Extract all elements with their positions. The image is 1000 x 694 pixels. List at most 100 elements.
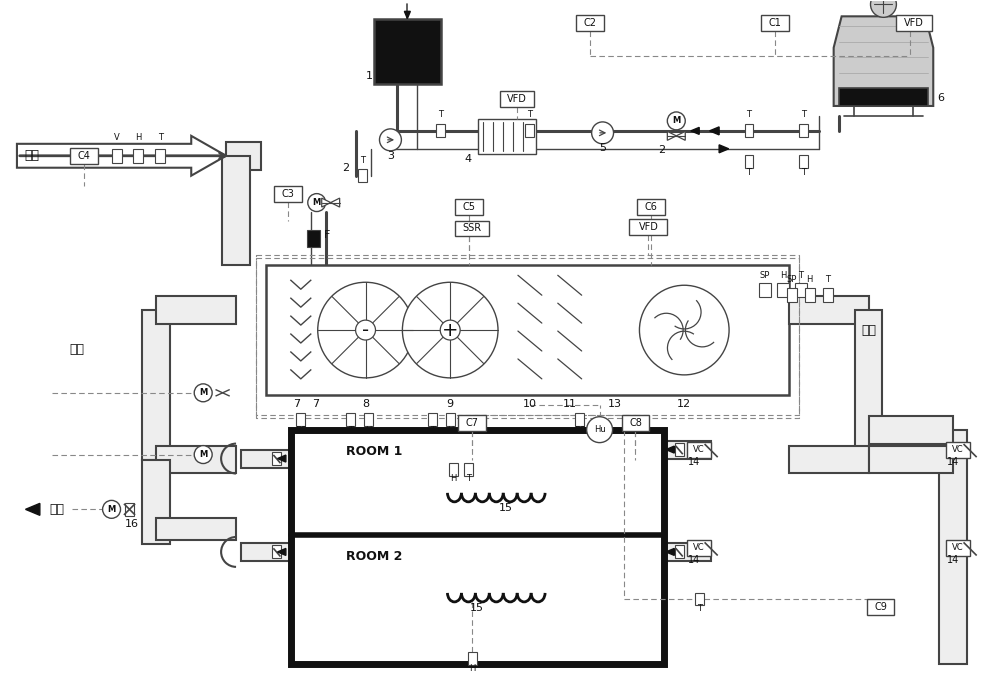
Polygon shape: [322, 198, 331, 207]
Text: 10: 10: [523, 399, 537, 409]
Bar: [939, 430, 967, 663]
Bar: [226, 142, 261, 170]
Text: 3: 3: [387, 151, 394, 161]
Bar: [468, 652, 477, 666]
Text: 2: 2: [658, 145, 665, 155]
Text: -: -: [362, 321, 369, 339]
Text: VC: VC: [952, 543, 964, 552]
Bar: [291, 430, 664, 663]
Text: C7: C7: [466, 418, 479, 428]
Bar: [789, 296, 869, 324]
Bar: [675, 545, 684, 559]
Bar: [241, 450, 291, 468]
Bar: [576, 15, 604, 31]
Text: M: M: [199, 389, 207, 398]
Bar: [777, 283, 789, 297]
Bar: [787, 288, 797, 302]
Text: H: H: [807, 276, 813, 285]
Text: T: T: [746, 110, 751, 119]
Text: H: H: [365, 425, 372, 434]
Text: 15: 15: [469, 603, 483, 613]
Bar: [428, 413, 437, 426]
Bar: [823, 288, 833, 302]
Bar: [155, 149, 165, 162]
Text: T: T: [466, 475, 471, 484]
Bar: [869, 416, 953, 443]
Circle shape: [440, 320, 460, 340]
Bar: [446, 413, 455, 426]
Text: T: T: [825, 276, 830, 285]
Bar: [346, 413, 355, 426]
Polygon shape: [666, 548, 674, 555]
Bar: [156, 518, 236, 540]
Bar: [436, 124, 445, 137]
Text: T: T: [438, 110, 443, 119]
Polygon shape: [26, 503, 40, 516]
Text: DP: DP: [295, 425, 307, 434]
Text: M: M: [672, 117, 680, 126]
Bar: [745, 124, 753, 137]
Circle shape: [871, 0, 896, 17]
Bar: [272, 545, 281, 559]
Polygon shape: [277, 455, 286, 462]
Bar: [867, 599, 894, 615]
Text: M: M: [199, 450, 207, 459]
Polygon shape: [710, 127, 719, 135]
Bar: [156, 446, 236, 473]
Text: M: M: [313, 198, 321, 207]
Text: T: T: [746, 168, 751, 177]
Bar: [112, 149, 122, 162]
Bar: [761, 15, 789, 31]
Text: Hu: Hu: [594, 425, 605, 434]
Circle shape: [194, 446, 212, 464]
Polygon shape: [667, 131, 676, 140]
Bar: [266, 265, 789, 395]
Text: T: T: [697, 604, 702, 613]
Circle shape: [308, 194, 326, 212]
Text: C5: C5: [463, 201, 476, 212]
Text: F: F: [324, 230, 330, 240]
Text: 5: 5: [599, 143, 606, 153]
Text: 9: 9: [447, 399, 454, 409]
Bar: [222, 155, 250, 265]
Circle shape: [318, 282, 413, 378]
Text: T: T: [798, 271, 803, 280]
Bar: [525, 124, 534, 137]
Bar: [133, 149, 143, 162]
Bar: [789, 446, 869, 473]
Bar: [687, 540, 711, 556]
Bar: [358, 169, 367, 182]
Text: H: H: [135, 133, 142, 142]
Bar: [759, 283, 771, 297]
Bar: [464, 463, 473, 476]
Circle shape: [194, 384, 212, 402]
Text: C6: C6: [645, 201, 658, 212]
Bar: [839, 88, 928, 106]
Bar: [296, 413, 305, 426]
Text: C4: C4: [77, 151, 90, 161]
Bar: [664, 441, 711, 459]
Text: 7: 7: [312, 399, 319, 409]
Circle shape: [587, 416, 613, 443]
Text: T: T: [348, 425, 353, 434]
Bar: [142, 310, 170, 459]
Text: 8: 8: [362, 399, 369, 409]
Text: C1: C1: [768, 18, 781, 28]
Text: C3: C3: [281, 189, 294, 198]
Circle shape: [379, 129, 401, 151]
Bar: [142, 459, 170, 544]
Bar: [455, 198, 483, 214]
Text: M: M: [107, 505, 116, 514]
Polygon shape: [719, 145, 729, 153]
Bar: [675, 443, 684, 456]
Bar: [458, 415, 486, 431]
Text: H: H: [780, 271, 786, 280]
Text: T: T: [430, 425, 435, 434]
Bar: [364, 413, 373, 426]
Text: H: H: [469, 663, 475, 672]
Bar: [455, 221, 489, 237]
Text: 16: 16: [124, 519, 138, 530]
Text: V: V: [114, 133, 119, 142]
Text: 1: 1: [366, 71, 373, 81]
Bar: [156, 296, 236, 324]
